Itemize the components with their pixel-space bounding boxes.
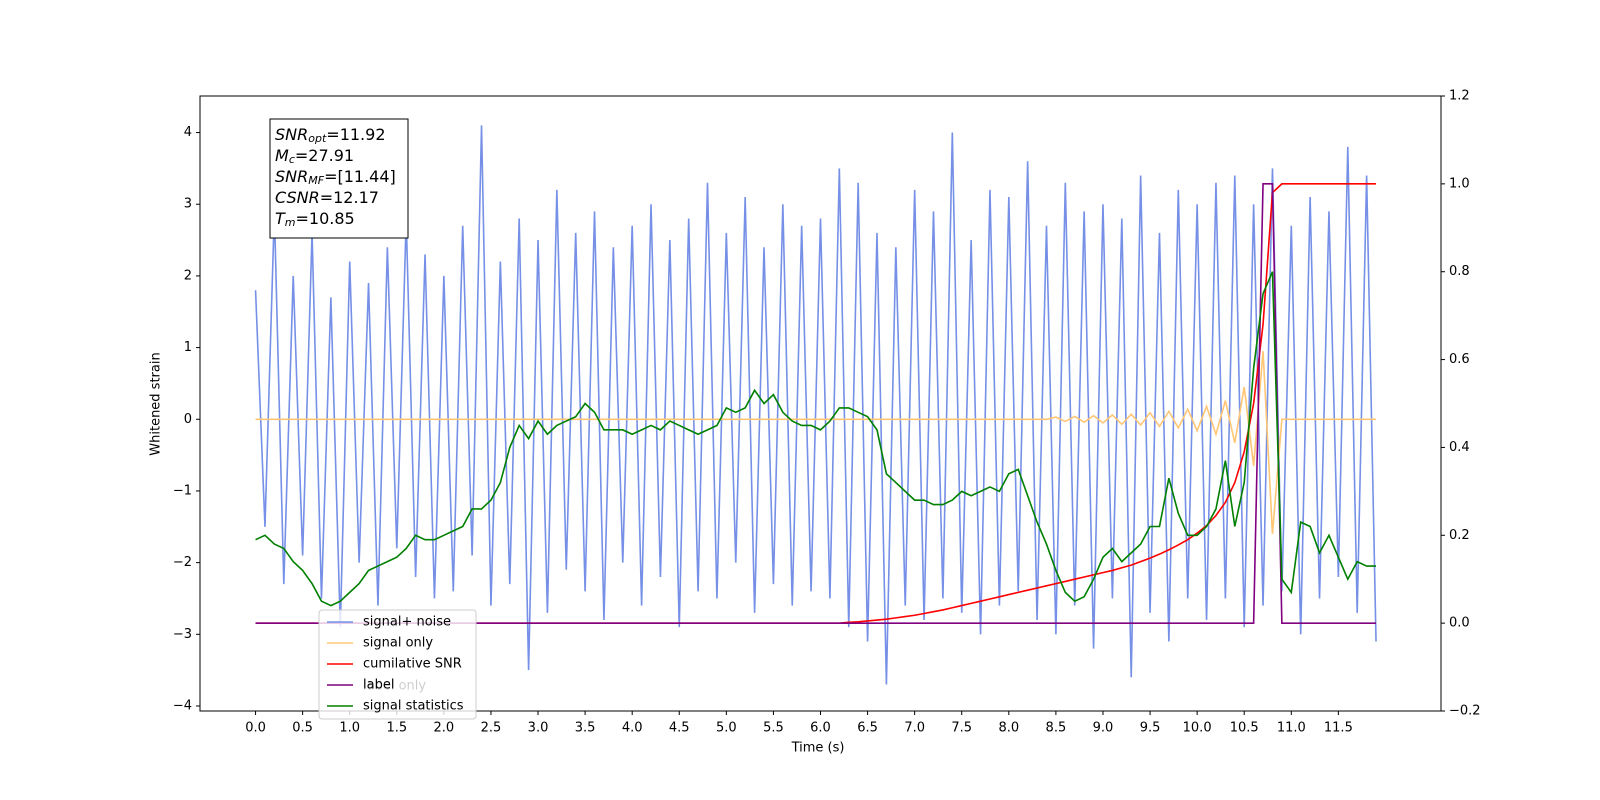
x-tick-label: 8.0	[998, 721, 1019, 736]
y-tick-label: −1	[173, 483, 192, 498]
annotation-line: SNRopt=11.92	[275, 125, 386, 146]
y-tick-label: 3	[184, 197, 192, 212]
x-tick-label: 9.0	[1093, 721, 1114, 736]
x-tick-label: 3.0	[528, 721, 549, 736]
plot-lines	[254, 125, 1377, 685]
y-tick-label: −4	[173, 698, 192, 713]
x-tick-label: 5.5	[763, 721, 784, 736]
y-axis-label: Whitened strain	[149, 352, 164, 455]
series-line	[255, 351, 1377, 535]
annotation-subscript: c	[289, 153, 295, 166]
x-tick-label: 3.5	[575, 721, 596, 736]
x-tick-label: 5.0	[716, 721, 737, 736]
y2-tick-label: 0.6	[1449, 352, 1470, 367]
annotation-symbol: M	[275, 146, 289, 165]
x-tick-label: 6.5	[857, 721, 878, 736]
x-tick-label: 4.0	[622, 721, 643, 736]
annotation-symbol: SNR	[275, 167, 308, 186]
annotation-symbol: SNR	[275, 125, 308, 144]
legend-box	[318, 609, 477, 720]
y2-tick-label: 0.8	[1449, 264, 1470, 279]
annotation-line: Mc=27.91	[275, 146, 354, 167]
x-tick-label: 6.0	[810, 721, 831, 736]
annotation-line: SNRMF=[11.44]	[275, 167, 396, 188]
x-tick-label: 1.0	[339, 721, 360, 736]
y-tick-label: 0	[184, 412, 192, 427]
annotation-value: =[11.44]	[324, 167, 396, 186]
legend-label: cumilative SNR	[363, 657, 462, 672]
x-tick-label: 4.5	[669, 721, 690, 736]
y-tick-label: −2	[173, 555, 192, 570]
y2-tick-label: 0.0	[1449, 616, 1470, 631]
annotation-line: CSNR=12.17	[275, 188, 379, 207]
x-tick-label: 1.5	[386, 721, 407, 736]
annotation-symbol: CSNR	[275, 188, 320, 207]
legend-label: signal statistics	[363, 699, 464, 714]
x-tick-label: 10.0	[1183, 721, 1212, 736]
x-tick-label: 7.0	[904, 721, 925, 736]
annotation-subscript: m	[285, 216, 296, 229]
annotation-subscript: opt	[308, 132, 327, 145]
x-axis-label: Time (s)	[791, 741, 845, 756]
x-tick-label: 2.5	[481, 721, 502, 736]
x-tick-label: 7.5	[951, 721, 972, 736]
annotation-line: Tm=10.85	[275, 209, 355, 230]
series-line	[254, 125, 1377, 685]
y2-tick-label: −0.2	[1449, 704, 1481, 719]
y2-tick-label: 0.4	[1449, 440, 1470, 455]
legend-label: signal only	[363, 636, 433, 651]
annotation-value: =11.92	[326, 125, 385, 144]
annotation-box	[269, 118, 409, 239]
y-tick-label: 1	[184, 340, 192, 355]
x-tick-label: 2.0	[434, 721, 455, 736]
series-line	[255, 271, 1377, 607]
x-tick-label: 0.0	[245, 721, 266, 736]
x-tick-label: 0.5	[292, 721, 313, 736]
x-tick-label: 8.5	[1046, 721, 1067, 736]
y-tick-label: 4	[184, 125, 192, 140]
annotation-subscript: MF	[308, 174, 324, 187]
x-tick-label: 10.5	[1230, 721, 1259, 736]
y2-tick-label: 0.2	[1449, 528, 1470, 543]
x-tick-label: 9.5	[1140, 721, 1161, 736]
annotation-symbol: T	[275, 209, 286, 228]
annotation-value: =12.17	[320, 188, 379, 207]
y2-tick-label: 1.2	[1449, 89, 1470, 104]
x-tick-label: 11.0	[1277, 721, 1306, 736]
y-tick-label: −3	[173, 627, 192, 642]
legend-label: signal+ noise	[363, 615, 451, 630]
y2-tick-label: 1.0	[1449, 176, 1470, 191]
x-tick-label: 11.5	[1324, 721, 1353, 736]
legend-label: label	[363, 678, 394, 693]
y-tick-label: 2	[184, 268, 192, 283]
annotation-value: =10.85	[296, 209, 355, 228]
annotation-value: =27.91	[295, 146, 354, 165]
